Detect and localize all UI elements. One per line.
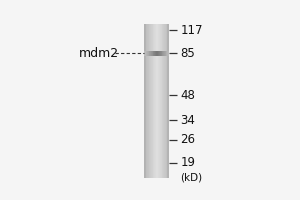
Bar [162,24,163,178]
Bar [168,24,169,178]
Bar [167,51,168,56]
Bar [153,24,154,178]
Bar [151,24,152,178]
Bar [156,51,157,56]
Bar [160,51,161,56]
Bar [155,51,156,56]
Text: 19: 19 [181,156,196,169]
Text: 85: 85 [181,47,195,60]
Bar [148,51,149,56]
Bar [162,51,163,56]
Bar [147,24,148,178]
Bar [168,51,169,56]
Bar [161,51,162,56]
Bar [150,51,151,56]
Bar [167,24,169,178]
Bar [157,51,158,56]
Bar [146,51,147,56]
Bar [158,24,159,178]
Bar [145,24,146,178]
Bar [145,51,146,56]
Bar [160,24,161,178]
Bar [152,51,153,56]
Bar [161,24,162,178]
Text: 34: 34 [181,114,195,127]
Bar [164,51,165,56]
Bar [158,51,159,56]
Bar [163,24,164,178]
Text: 48: 48 [181,89,195,102]
Bar [150,24,151,178]
Bar [152,24,153,178]
Bar [151,51,152,56]
Text: 26: 26 [181,133,196,146]
Bar [146,24,147,178]
Bar [149,24,150,178]
Text: 117: 117 [181,24,203,37]
Text: mdm2: mdm2 [79,47,119,60]
Bar [159,24,160,178]
Bar [166,24,167,178]
Bar [155,24,156,178]
Bar [163,51,164,56]
Bar [145,24,146,178]
Bar [149,51,150,56]
Bar [154,51,155,56]
Bar [157,24,158,178]
Bar [167,24,168,178]
Bar [156,24,157,178]
Bar [159,51,160,56]
Bar [166,51,167,56]
Bar [153,51,154,56]
Bar [147,51,148,56]
Bar [164,24,165,178]
Bar [154,24,155,178]
Bar [165,24,166,178]
Bar [165,51,166,56]
Bar [148,24,149,178]
Text: (kD): (kD) [181,173,202,183]
